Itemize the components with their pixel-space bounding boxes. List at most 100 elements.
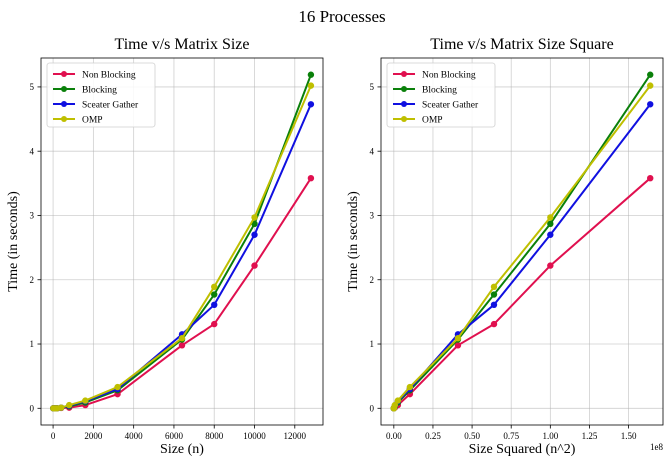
y-tick-label: 0 bbox=[370, 403, 375, 413]
y-tick-label: 3 bbox=[370, 211, 375, 221]
y-tick-label: 5 bbox=[30, 82, 35, 92]
y-tick-label: 1 bbox=[370, 339, 375, 349]
y-axis-label: Time (in seconds) bbox=[6, 191, 21, 292]
data-point bbox=[178, 342, 186, 349]
x-offset-label: 1e8 bbox=[650, 442, 663, 452]
data-point bbox=[251, 220, 258, 228]
x-tick-label: 2000 bbox=[84, 431, 103, 441]
data-point bbox=[547, 231, 554, 238]
legend-entry: Blocking bbox=[53, 85, 117, 95]
legend-label: OMP bbox=[422, 115, 443, 125]
data-point bbox=[211, 320, 218, 328]
legend-label: OMP bbox=[82, 115, 103, 125]
series-line bbox=[53, 103, 312, 410]
legend-entry: Blocking bbox=[393, 85, 457, 95]
x-tick-label: 10000 bbox=[243, 431, 266, 441]
legend: Non Blocking Blocking Sceater Gather OMP bbox=[386, 62, 496, 128]
data-point bbox=[307, 174, 315, 182]
legend-label: Blocking bbox=[82, 85, 117, 95]
data-point bbox=[490, 283, 498, 291]
plot-frame bbox=[380, 57, 664, 426]
legend-swatch-marker bbox=[61, 71, 67, 77]
data-point bbox=[82, 397, 89, 404]
legend-swatch-marker bbox=[401, 116, 407, 122]
series-non-blocking bbox=[50, 174, 315, 412]
x-tick-label: 0 bbox=[51, 431, 56, 441]
x-tick-label: 1.50 bbox=[621, 431, 637, 441]
data-point bbox=[211, 283, 218, 291]
x-tick-label: 1.25 bbox=[582, 431, 598, 441]
data-point bbox=[114, 383, 121, 391]
data-point bbox=[178, 335, 186, 342]
y-tick-label: 3 bbox=[30, 211, 35, 221]
data-point bbox=[647, 71, 654, 78]
x-tick-label: 12000 bbox=[284, 431, 307, 441]
x-tick-label: 0.25 bbox=[425, 431, 441, 441]
y-tick-label: 4 bbox=[30, 146, 35, 156]
data-point bbox=[391, 401, 399, 409]
chart-title: Time v/s Matrix Size bbox=[115, 36, 250, 53]
data-point bbox=[454, 335, 462, 342]
legend: Non Blocking Blocking Sceater Gather OMP bbox=[46, 62, 156, 128]
series-line bbox=[392, 103, 652, 410]
series-sceater-gather bbox=[50, 101, 315, 412]
legend-swatch-marker bbox=[401, 101, 407, 107]
data-point bbox=[490, 320, 498, 328]
legend-label: Sceater Gather bbox=[82, 100, 139, 110]
data-point bbox=[547, 214, 554, 221]
legend-entry: Sceater Gather bbox=[393, 100, 479, 110]
data-point bbox=[307, 101, 315, 108]
legend-swatch-marker bbox=[401, 86, 407, 92]
y-axis-label: Time (in seconds) bbox=[346, 191, 361, 292]
data-point bbox=[454, 342, 462, 349]
legend-entry: Non Blocking bbox=[53, 70, 136, 80]
figure-suptitle: 16 Processes bbox=[298, 7, 385, 26]
series-line bbox=[392, 177, 651, 410]
data-point bbox=[251, 262, 258, 269]
legend-entry: OMP bbox=[53, 115, 103, 125]
data-point bbox=[307, 71, 315, 78]
data-point bbox=[251, 214, 258, 221]
chart-title: Time v/s Matrix Size Square bbox=[430, 36, 613, 53]
series-line bbox=[53, 177, 312, 410]
legend-label: Blocking bbox=[422, 85, 457, 95]
y-tick-label: 4 bbox=[370, 146, 375, 156]
chart-panel-2: Time v/s Matrix Size Square 0.00 0.25 0.50 0… bbox=[346, 36, 663, 457]
data-point bbox=[647, 174, 654, 182]
legend-swatch-marker bbox=[401, 71, 407, 77]
legend-box bbox=[386, 62, 496, 128]
x-tick-label: 6000 bbox=[165, 431, 184, 441]
data-point bbox=[547, 220, 554, 228]
legend-label: Sceater Gather bbox=[422, 100, 479, 110]
data-point bbox=[66, 401, 73, 409]
data-point bbox=[394, 397, 402, 404]
x-tick-label: 0.75 bbox=[503, 431, 519, 441]
x-axis-label: Size (n) bbox=[160, 442, 204, 457]
legend-swatch-marker bbox=[61, 116, 67, 122]
y-tick-label: 5 bbox=[370, 82, 375, 92]
data-point bbox=[490, 291, 498, 298]
data-point bbox=[211, 301, 218, 309]
x-tick-label: 1.00 bbox=[542, 431, 558, 441]
legend-label: Non Blocking bbox=[422, 70, 476, 80]
y-tick-label: 0 bbox=[30, 403, 35, 413]
data-point bbox=[251, 231, 258, 238]
legend-label: Non Blocking bbox=[82, 70, 136, 80]
series-omp bbox=[50, 82, 315, 412]
plot-frame bbox=[40, 57, 324, 426]
y-tick-label: 2 bbox=[30, 275, 35, 285]
legend-swatch-marker bbox=[61, 86, 67, 92]
x-tick-label: 0.50 bbox=[464, 431, 480, 441]
series-sceater-gather bbox=[390, 101, 654, 412]
x-tick-label: 8000 bbox=[205, 431, 224, 441]
data-point bbox=[647, 82, 654, 89]
series-non-blocking bbox=[390, 174, 654, 412]
legend-box bbox=[46, 62, 156, 128]
series-omp bbox=[390, 82, 654, 412]
series-line bbox=[53, 85, 312, 410]
y-tick-label: 1 bbox=[30, 339, 35, 349]
chart-panel-1: Time v/s Matrix Size 0 2000 4000 6000 8000 100… bbox=[6, 36, 324, 457]
x-axis-label: Size Squared (n^2) bbox=[469, 442, 576, 457]
x-tick-label: 0.00 bbox=[386, 431, 402, 441]
